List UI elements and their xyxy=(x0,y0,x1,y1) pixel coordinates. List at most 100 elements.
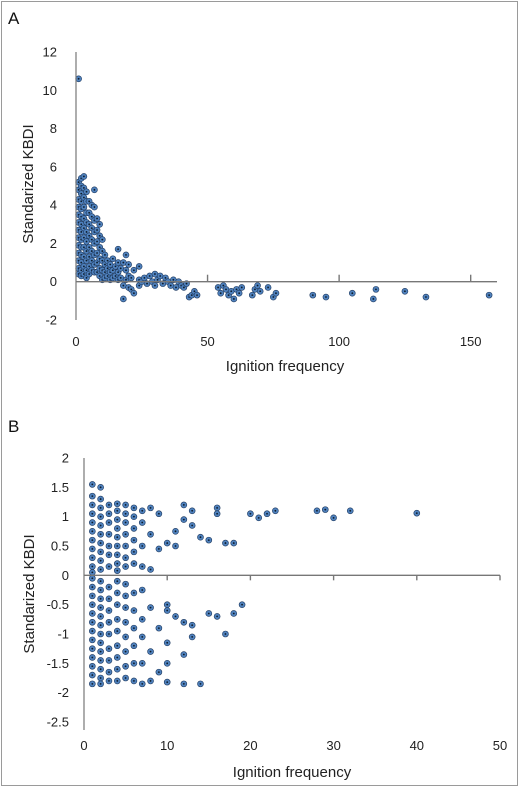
a-data-point-center xyxy=(146,282,148,285)
a-data-point-center xyxy=(104,271,106,274)
b-x-tick-label: 20 xyxy=(243,738,257,753)
b-data-point-center xyxy=(133,539,135,542)
b-data-point-center xyxy=(99,641,102,644)
b-data-point-center xyxy=(133,527,135,530)
b-data-point-center xyxy=(99,597,102,600)
a-data-point-center xyxy=(138,284,141,287)
b-data-point-center xyxy=(133,662,135,665)
a-data-point-center xyxy=(119,276,122,279)
a-data-point-center xyxy=(80,200,83,203)
a-data-point-center xyxy=(90,250,93,252)
panel-b-points xyxy=(89,481,421,688)
b-data-point-center xyxy=(174,530,177,533)
b-data-point-center xyxy=(116,644,119,647)
a-y-tick-label: -2 xyxy=(45,313,57,328)
a-data-point-center xyxy=(425,296,427,298)
a-data-point-center xyxy=(156,278,159,281)
a-data-point-center xyxy=(161,282,164,285)
b-data-point-center xyxy=(124,556,127,559)
b-data-point-center xyxy=(91,530,94,533)
b-data-point-center xyxy=(157,671,160,674)
b-data-point-center xyxy=(116,553,119,556)
a-data-point-center xyxy=(96,217,98,220)
a-data-point-center xyxy=(219,292,222,295)
a-data-point-center xyxy=(88,223,91,226)
a-data-point-center xyxy=(193,290,196,293)
a-data-point-center xyxy=(111,257,114,260)
panel-b: B 0 10 20 30 40 50 -2.5-2-1.5-1-0.500.511.52 … xyxy=(8,417,507,781)
a-data-point-center xyxy=(80,269,83,272)
a-data-point-center xyxy=(325,296,327,298)
a-data-point-center xyxy=(82,236,85,239)
b-data-point-center xyxy=(133,506,135,509)
a-data-point-center xyxy=(88,234,91,237)
b-data-point-center xyxy=(91,483,94,486)
b-data-point-center xyxy=(116,656,119,659)
b-data-point-center xyxy=(141,662,144,665)
a-data-point-center xyxy=(227,294,230,297)
a-data-point-center xyxy=(82,217,85,220)
a-data-point-center xyxy=(172,278,175,281)
a-data-point-center xyxy=(85,276,88,279)
a-data-point-center xyxy=(254,288,256,291)
b-data-point-center xyxy=(99,515,102,518)
b-data-point-center xyxy=(116,630,119,632)
a-data-point-center xyxy=(143,276,146,279)
b-data-point-center xyxy=(316,509,318,512)
b-y-tick-label: 2 xyxy=(62,451,69,466)
a-data-point-center xyxy=(82,246,85,249)
b-data-point-center xyxy=(99,580,102,583)
b-data-point-center xyxy=(249,512,252,515)
b-x-tick-label: 40 xyxy=(410,738,424,753)
panel-b-tick-marks xyxy=(166,575,501,581)
b-data-point-center xyxy=(99,550,102,553)
b-data-point-center xyxy=(99,677,102,679)
a-data-point-center xyxy=(125,269,127,272)
a-data-point-center xyxy=(88,211,91,214)
b-data-point-center xyxy=(141,545,144,547)
b-data-point-center xyxy=(108,659,110,662)
a-data-point-center xyxy=(88,255,91,258)
b-data-point-center xyxy=(191,524,194,527)
a-data-point-center xyxy=(375,288,377,291)
a-data-point-center xyxy=(106,267,109,270)
a-data-point-center xyxy=(90,238,93,241)
b-data-point-center xyxy=(133,562,135,565)
a-data-point-center xyxy=(222,284,225,287)
a-y-tick-label: 0 xyxy=(50,274,57,289)
b-data-point-center xyxy=(91,577,94,580)
b-data-point-center xyxy=(91,682,94,685)
a-data-point-center xyxy=(85,240,88,243)
b-data-point-center xyxy=(124,512,127,515)
b-data-point-center xyxy=(116,592,119,594)
a-data-point-center xyxy=(404,290,406,293)
a-data-point-center xyxy=(98,275,101,277)
b-data-point-center xyxy=(91,504,94,506)
b-data-point-center xyxy=(257,516,260,519)
b-data-point-center xyxy=(91,621,94,624)
a-x-tick-label: 100 xyxy=(328,334,350,349)
a-data-point-center xyxy=(251,294,254,297)
b-data-point-center xyxy=(116,518,119,521)
a-data-point-center xyxy=(77,77,80,80)
b-data-point-center xyxy=(166,662,169,665)
b-data-point-center xyxy=(99,568,102,571)
b-data-point-center xyxy=(108,647,110,650)
b-data-point-center xyxy=(149,650,152,653)
b-data-point-center xyxy=(99,624,102,627)
b-data-point-center xyxy=(108,680,110,682)
b-data-point-center xyxy=(182,682,185,685)
a-data-point-center xyxy=(196,294,198,297)
b-data-point-center xyxy=(133,592,135,594)
a-data-point-center xyxy=(101,250,104,252)
b-data-point-center xyxy=(166,603,169,606)
a-data-point-center xyxy=(82,265,85,268)
a-data-point-center xyxy=(164,276,167,279)
b-data-point-center xyxy=(116,502,119,505)
a-data-point-center xyxy=(82,175,85,178)
a-y-tick-label: 4 xyxy=(50,198,57,213)
a-data-point-center xyxy=(82,206,85,208)
b-data-point-center xyxy=(157,627,160,630)
a-data-point-center xyxy=(267,286,269,289)
